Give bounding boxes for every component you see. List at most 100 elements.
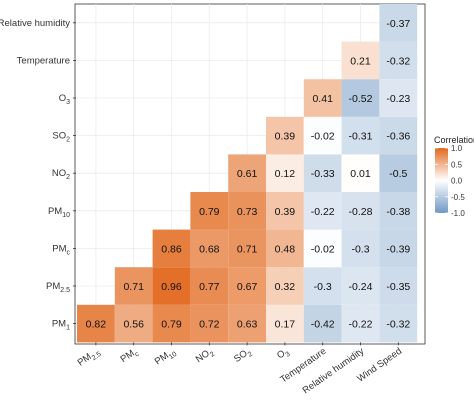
cell-value-label: 0.96 (161, 281, 182, 293)
heatmap-cell (77, 304, 115, 343)
y-tick-label: SO2 (52, 131, 70, 144)
cell-value-label: 0.77 (199, 281, 220, 293)
cell-value-label: -0.28 (349, 206, 373, 218)
legend-colorbar (435, 148, 448, 213)
heatmap-cell (379, 267, 418, 305)
cell-value-label: -0.22 (349, 319, 373, 331)
cell-value-label: 0.41 (312, 93, 333, 105)
cell-value-label: -0.42 (311, 319, 335, 331)
heatmap-cell (303, 304, 342, 343)
heatmap-cell (341, 229, 380, 268)
cell-value-label: 0.21 (350, 55, 371, 67)
heatmap-cell (379, 4, 418, 42)
heatmap-cell (303, 192, 342, 230)
cell-value-label: -0.36 (386, 131, 410, 143)
cell-value-label: 0.39 (275, 206, 296, 218)
x-tick-label: O3 (275, 346, 292, 363)
cell-value-label: 0.71 (123, 281, 144, 293)
cell-value-label: 0.72 (199, 319, 220, 331)
heatmap-cell (379, 229, 418, 268)
y-tick-label: PM10 (48, 206, 70, 219)
cell-value-label: -0.3 (314, 281, 332, 293)
cell-value-label: -0.38 (386, 206, 410, 218)
cell-value-label: 0.79 (161, 319, 182, 331)
y-tick-label: O3 (59, 93, 70, 106)
y-tick-label: Relative humidity (0, 18, 70, 29)
cell-value-label: 0.63 (237, 319, 258, 331)
heatmap-cell (228, 304, 266, 343)
y-axis-labels: PM1 PM2.5 PMc PM10 NO2 SO2 O3 Temperature Relati… (0, 18, 76, 332)
x-tick-label: PM2.5 (76, 346, 103, 370)
heatmap-cells: 0.82 0.56 0.79 0.72 0.63 0.17 -0.42 -0.22 -0.32 0… (77, 4, 418, 343)
x-tick-label: NO2 (194, 346, 216, 367)
heatmap-cell (266, 192, 304, 230)
heatmap-cell (379, 192, 418, 230)
heatmap-cell (303, 229, 342, 268)
legend-tick-label: 1.0 (451, 144, 463, 153)
cell-value-label: -0.37 (386, 18, 410, 30)
heatmap-cell (190, 304, 229, 343)
heatmap-cell (379, 41, 418, 80)
cell-value-label: 0.17 (275, 319, 296, 331)
x-axis-labels: PM2.5 PMc PM10 NO2 SO2 O3TemperatureRelative … (76, 342, 404, 396)
cell-value-label: -0.3 (351, 243, 369, 255)
heatmap-cell (228, 267, 266, 305)
heatmap-cell (341, 116, 380, 155)
cell-value-label: -0.32 (386, 319, 410, 331)
legend-tick-label: -0.5 (451, 193, 465, 202)
heatmap-cell (379, 154, 418, 192)
heatmap-cell (152, 304, 191, 343)
legend-tick-label: 0.0 (451, 177, 463, 186)
cell-value-label: -0.5 (389, 168, 407, 180)
heatmap-cell (266, 229, 304, 268)
cell-value-label: 0.67 (237, 281, 258, 293)
cell-value-label: -0.23 (386, 93, 410, 105)
heatmap-cell (266, 304, 304, 343)
heatmap-cell (266, 154, 304, 192)
x-tick-label: PM10 (153, 346, 179, 369)
heatmap-cell (341, 267, 380, 305)
legend-title: Correlation (434, 135, 474, 145)
cell-value-label: 0.82 (86, 319, 107, 331)
heatmap-cell (228, 154, 266, 192)
cell-value-label: 0.79 (199, 206, 220, 218)
x-tick-label: PMc (119, 346, 141, 367)
cell-value-label: 0.73 (237, 206, 258, 218)
heatmap-cell (303, 154, 342, 192)
heatmap-cell (114, 267, 153, 305)
cell-value-label: -0.32 (386, 55, 410, 67)
heatmap-cell (303, 79, 342, 117)
heatmap-cell (190, 267, 229, 305)
cell-value-label: 0.71 (237, 243, 258, 255)
heatmap-cell (114, 304, 153, 343)
cell-value-label: -0.22 (311, 206, 335, 218)
cell-value-label: 0.56 (123, 319, 144, 331)
heatmap-cell (228, 229, 266, 268)
legend-tick-label: 0.5 (451, 160, 463, 169)
heatmap-cell (266, 267, 304, 305)
heatmap-cell (228, 192, 266, 230)
cell-value-label: -0.31 (349, 131, 373, 143)
color-legend: Correlation 1.0 0.5 0.0 -0.5 -1.0 (434, 135, 474, 218)
y-tick-label: NO2 (52, 168, 70, 181)
cell-value-label: 0.86 (161, 243, 182, 255)
heatmap-cell (190, 192, 229, 230)
heatmap-cell (152, 229, 191, 268)
cell-value-label: 0.61 (237, 168, 258, 180)
cell-value-label: -0.02 (311, 243, 335, 255)
cell-value-label: 0.48 (275, 243, 296, 255)
cell-value-label: 0.12 (275, 168, 296, 180)
heatmap-cell (303, 116, 342, 155)
heatmap-cell (190, 229, 229, 268)
cell-value-label: 0.39 (275, 131, 296, 143)
heatmap-cell (341, 154, 380, 192)
cell-value-label: 0.32 (275, 281, 296, 293)
heatmap-cell (341, 79, 380, 117)
heatmap-cell (341, 192, 380, 230)
y-tick-label: PM2.5 (46, 281, 70, 294)
cell-value-label: -0.39 (386, 243, 410, 255)
cell-value-label: -0.35 (386, 281, 410, 293)
heatmap-cell (379, 304, 418, 343)
cell-value-label: -0.24 (349, 281, 373, 293)
